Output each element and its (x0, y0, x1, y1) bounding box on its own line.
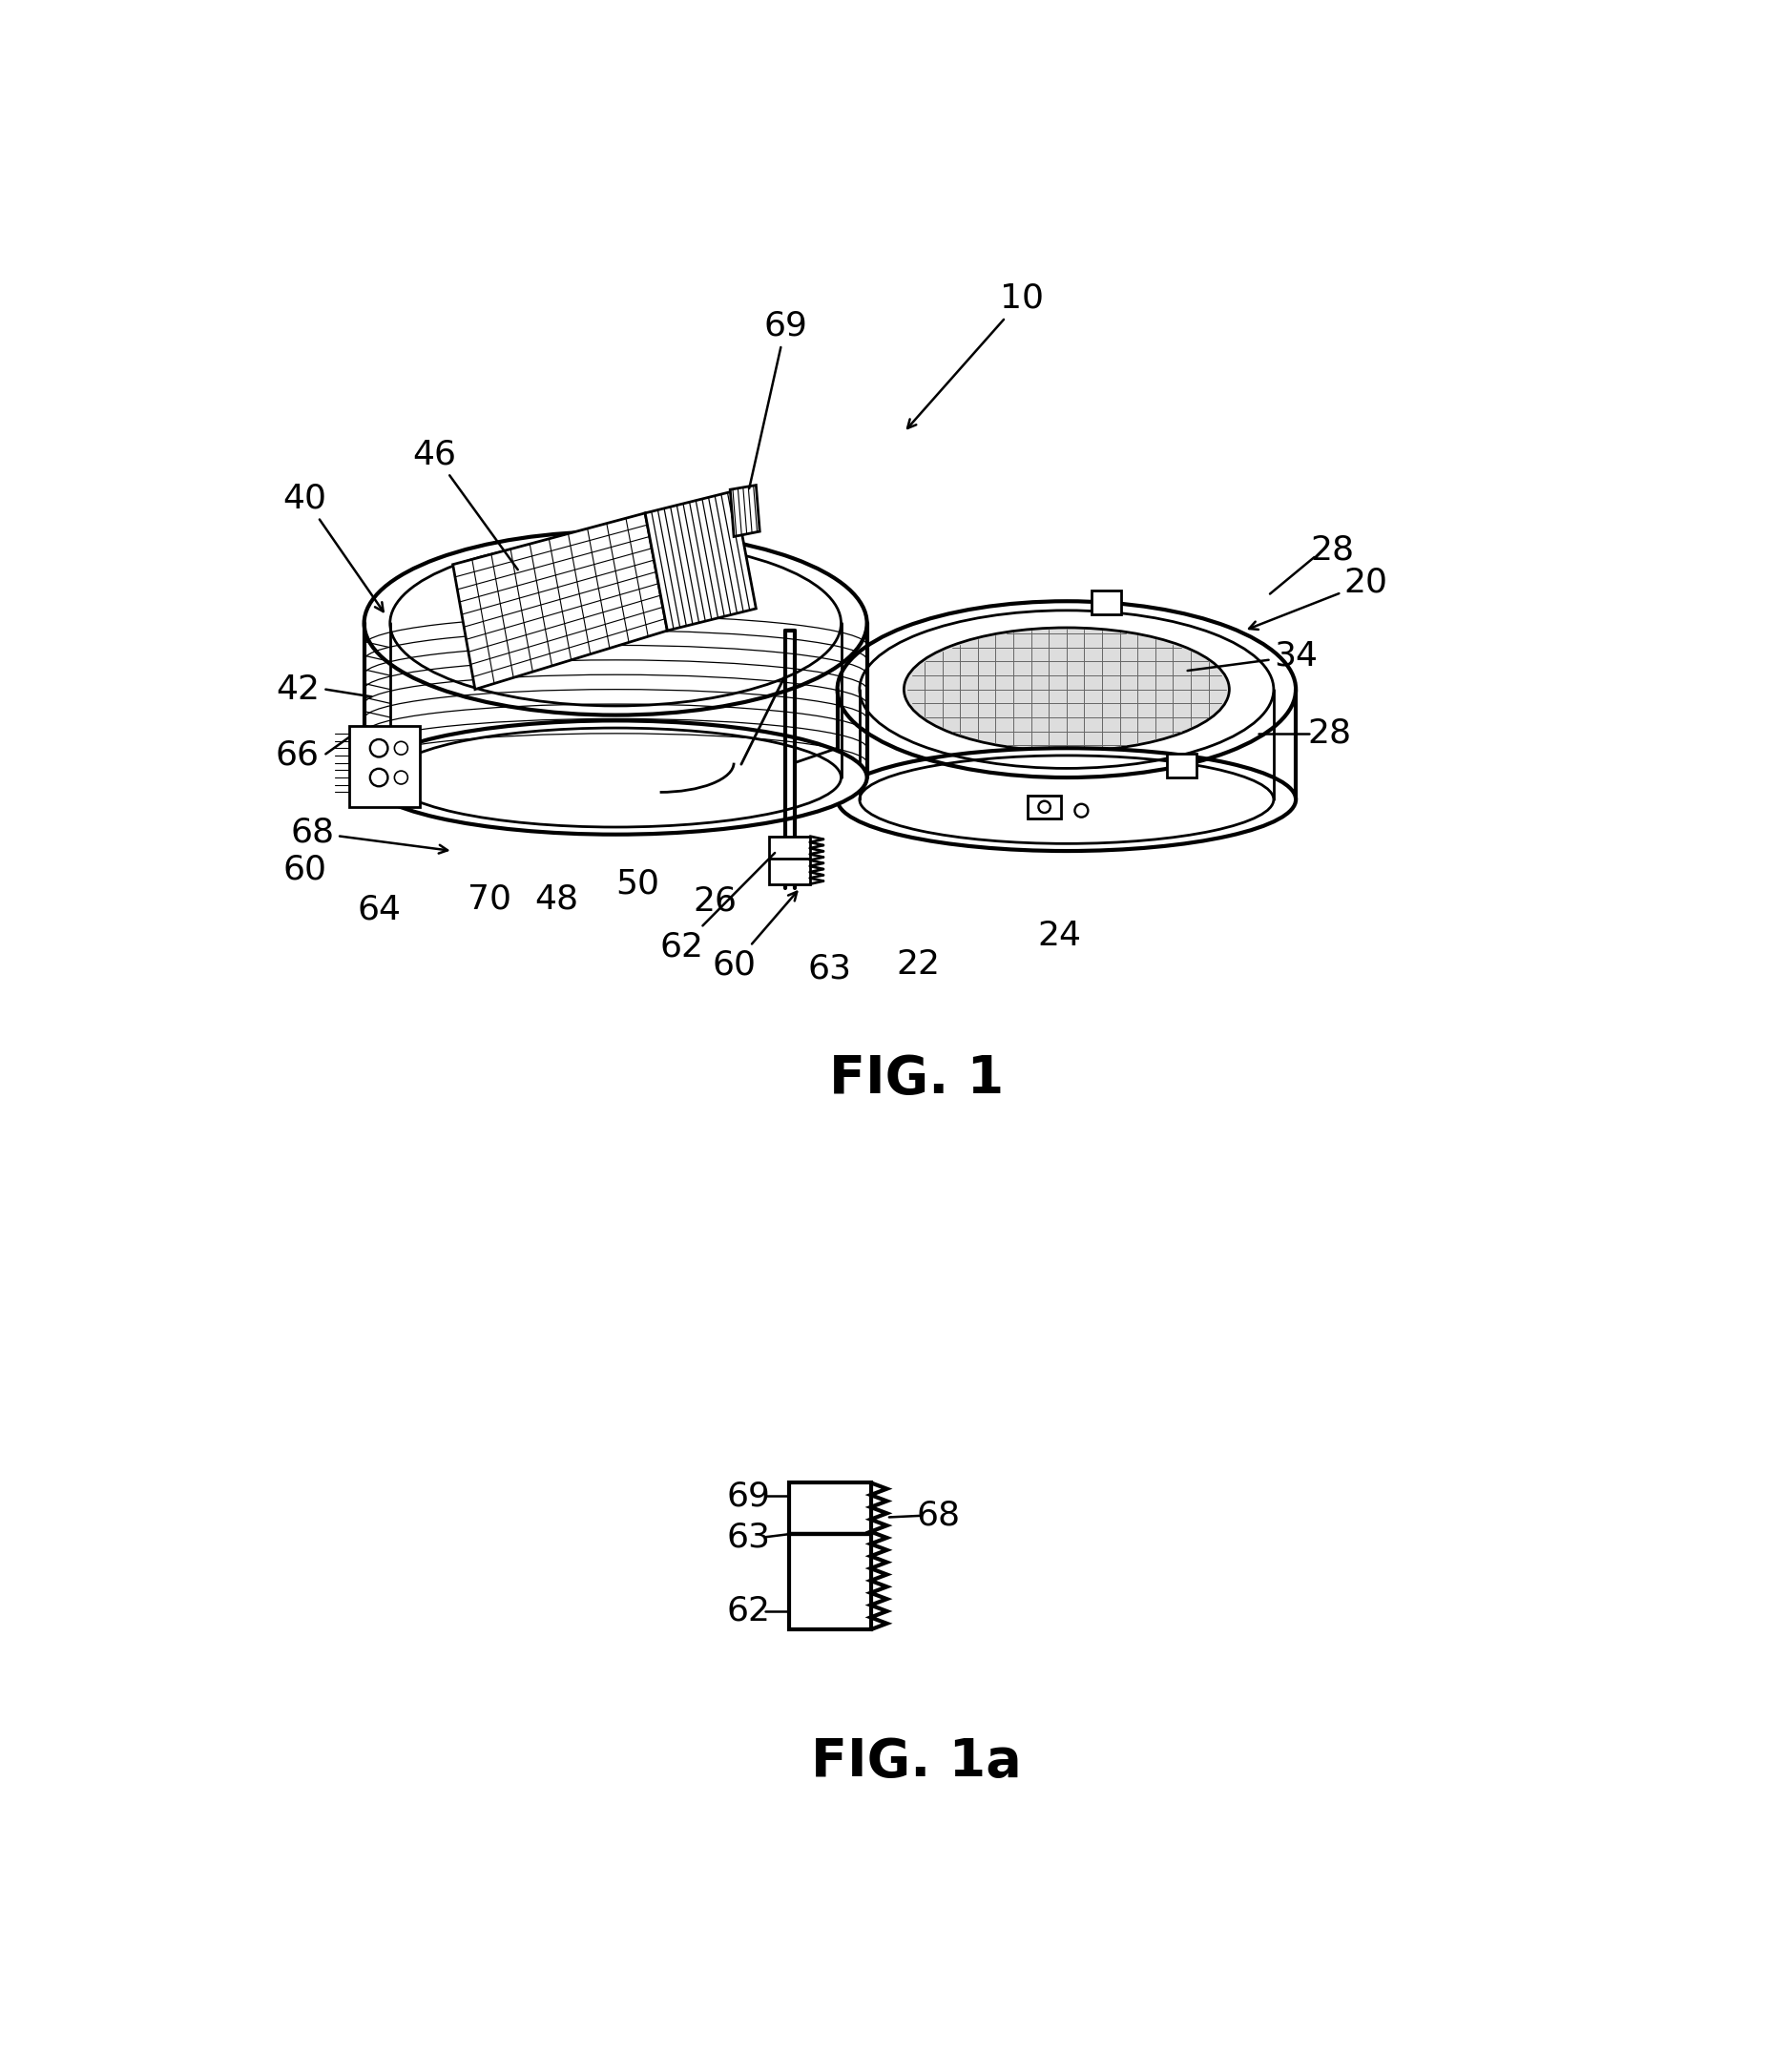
Ellipse shape (837, 748, 1295, 852)
Text: 20: 20 (1249, 566, 1388, 630)
Text: 68: 68 (290, 816, 447, 854)
Text: 34: 34 (1188, 640, 1318, 673)
Text: 48: 48 (535, 883, 578, 916)
Polygon shape (789, 1533, 871, 1629)
Text: 40: 40 (283, 483, 383, 611)
Text: FIG. 1: FIG. 1 (828, 1053, 1004, 1104)
FancyBboxPatch shape (1166, 754, 1197, 777)
Text: 63: 63 (726, 1521, 771, 1554)
Text: 64: 64 (358, 893, 401, 926)
Text: FIG. 1a: FIG. 1a (810, 1736, 1022, 1788)
Polygon shape (453, 514, 667, 690)
Circle shape (394, 771, 408, 783)
Ellipse shape (903, 628, 1229, 750)
Polygon shape (646, 491, 757, 630)
Text: 70: 70 (469, 883, 512, 916)
Ellipse shape (365, 721, 868, 835)
Polygon shape (769, 837, 810, 885)
Circle shape (370, 769, 388, 787)
FancyBboxPatch shape (1027, 796, 1061, 818)
Text: 62: 62 (660, 854, 775, 963)
Text: 62: 62 (726, 1595, 771, 1627)
FancyBboxPatch shape (1091, 591, 1122, 613)
Circle shape (370, 740, 388, 756)
Text: 10: 10 (907, 282, 1045, 429)
Text: 42: 42 (276, 673, 320, 707)
Text: 63: 63 (809, 953, 852, 984)
Text: 28: 28 (1308, 717, 1351, 750)
Circle shape (394, 742, 408, 754)
Text: 26: 26 (694, 885, 737, 918)
Text: 24: 24 (1038, 920, 1081, 951)
Polygon shape (349, 725, 420, 806)
Polygon shape (730, 485, 760, 537)
Polygon shape (789, 1484, 871, 1533)
Circle shape (1075, 804, 1088, 816)
Text: 66: 66 (276, 740, 320, 771)
Text: 69: 69 (750, 309, 807, 489)
Text: 22: 22 (896, 949, 941, 980)
Text: 60: 60 (283, 854, 327, 885)
Text: 69: 69 (726, 1479, 771, 1513)
Text: 60: 60 (712, 891, 796, 980)
Text: 46: 46 (413, 437, 517, 570)
Text: 50: 50 (615, 868, 660, 899)
Circle shape (1038, 802, 1050, 812)
Text: 28: 28 (1311, 535, 1354, 566)
Text: 68: 68 (916, 1500, 961, 1531)
